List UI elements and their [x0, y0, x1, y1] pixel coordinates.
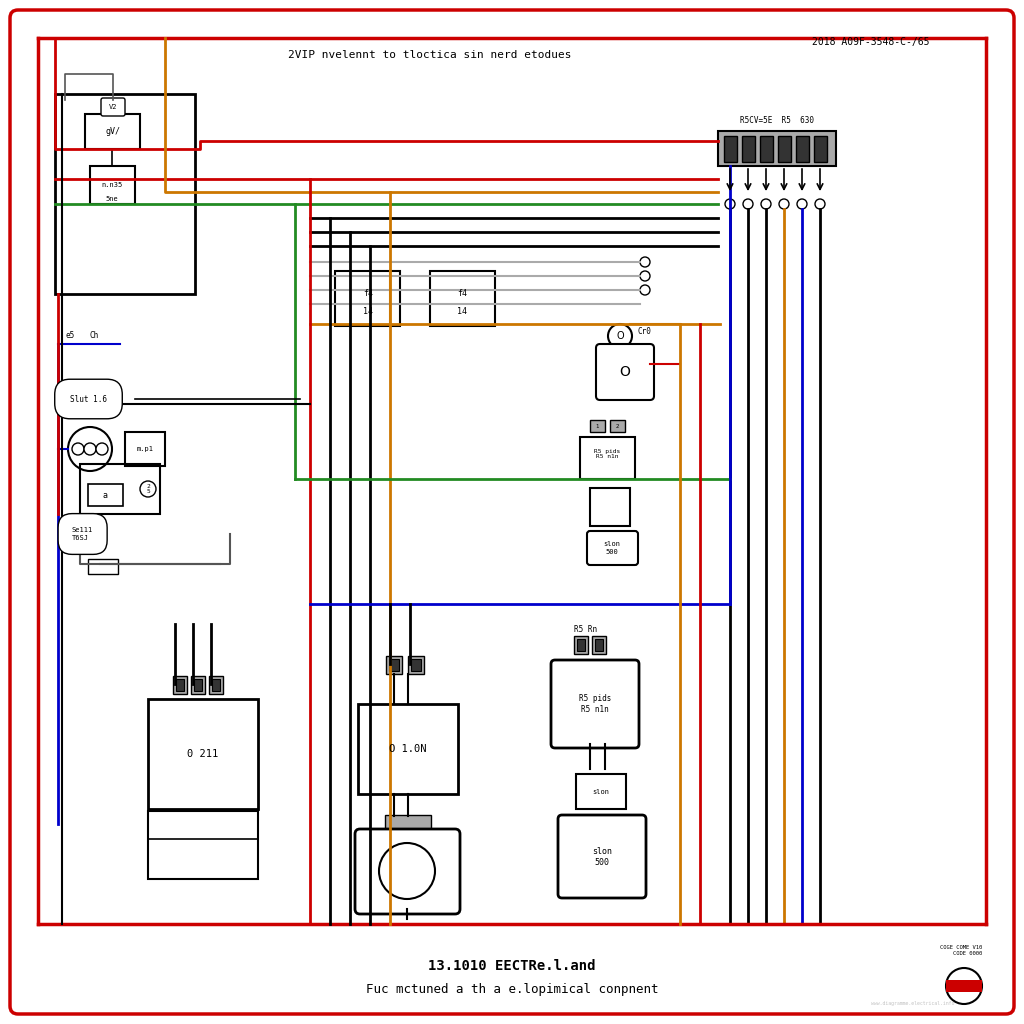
- Text: slon
500: slon 500: [603, 542, 621, 555]
- Circle shape: [72, 443, 84, 455]
- Circle shape: [68, 427, 112, 471]
- Circle shape: [96, 443, 108, 455]
- Bar: [125, 432, 165, 466]
- Text: m.p1: m.p1: [136, 446, 154, 452]
- Circle shape: [140, 481, 156, 497]
- Bar: [148, 811, 258, 879]
- Text: Cr0: Cr0: [638, 328, 652, 337]
- Text: slon
500: slon 500: [592, 847, 612, 866]
- Circle shape: [797, 199, 807, 209]
- Bar: [814, 136, 827, 162]
- Bar: [55, 94, 195, 294]
- Text: 1: 1: [595, 424, 599, 428]
- Text: 2VIP nvelennt to tloctica sin nerd etodues: 2VIP nvelennt to tloctica sin nerd etodu…: [289, 50, 571, 60]
- Circle shape: [640, 257, 650, 267]
- Circle shape: [761, 199, 771, 209]
- Bar: [173, 676, 187, 694]
- Circle shape: [84, 443, 96, 455]
- Bar: [742, 136, 755, 162]
- Text: O 1.0N: O 1.0N: [389, 744, 427, 754]
- Bar: [148, 699, 258, 809]
- Bar: [595, 639, 603, 651]
- Text: 14: 14: [362, 307, 373, 316]
- Bar: [946, 980, 982, 992]
- Circle shape: [779, 199, 790, 209]
- Bar: [389, 659, 399, 671]
- Circle shape: [815, 199, 825, 209]
- FancyBboxPatch shape: [101, 98, 125, 116]
- Text: n.n35: n.n35: [101, 182, 123, 188]
- Text: f4: f4: [362, 290, 373, 299]
- Text: 0 211: 0 211: [187, 749, 219, 759]
- Bar: [411, 659, 421, 671]
- Bar: [778, 136, 791, 162]
- Bar: [191, 676, 205, 694]
- Text: R5CV=5E  R5  630: R5CV=5E R5 630: [740, 116, 814, 125]
- Text: 2
5: 2 5: [146, 483, 150, 495]
- Bar: [610, 420, 625, 432]
- FancyBboxPatch shape: [558, 815, 646, 898]
- Bar: [430, 271, 495, 326]
- Text: gV/: gV/: [105, 127, 120, 136]
- Text: Se111
T6SJ: Se111 T6SJ: [72, 527, 93, 541]
- Bar: [176, 679, 184, 691]
- Bar: [718, 131, 836, 166]
- Bar: [575, 774, 626, 809]
- Bar: [577, 639, 585, 651]
- Bar: [85, 114, 140, 150]
- Bar: [592, 636, 606, 654]
- Text: 5ne: 5ne: [105, 196, 119, 202]
- Bar: [574, 636, 588, 654]
- Text: O: O: [620, 365, 631, 379]
- Text: www.diagramme.electrical.info: www.diagramme.electrical.info: [870, 1001, 954, 1006]
- Bar: [212, 679, 220, 691]
- Text: R5 pids
R5 n1n: R5 pids R5 n1n: [594, 449, 621, 460]
- Bar: [88, 484, 123, 506]
- Bar: [385, 815, 431, 829]
- Text: e5: e5: [65, 332, 75, 341]
- Bar: [724, 136, 737, 162]
- Bar: [796, 136, 809, 162]
- Text: Fuc mctuned a th a e.lopimical conpnent: Fuc mctuned a th a e.lopimical conpnent: [366, 982, 658, 995]
- Text: f4: f4: [457, 290, 467, 299]
- Text: Slut 1.6: Slut 1.6: [70, 394, 106, 403]
- Bar: [760, 136, 773, 162]
- Circle shape: [608, 324, 632, 348]
- Bar: [194, 679, 202, 691]
- Circle shape: [725, 199, 735, 209]
- Text: O: O: [616, 331, 624, 341]
- Text: 2018 A09F-3548-C-/65: 2018 A09F-3548-C-/65: [812, 37, 929, 47]
- Bar: [80, 464, 160, 514]
- Bar: [580, 437, 635, 479]
- Bar: [590, 488, 630, 526]
- FancyBboxPatch shape: [596, 344, 654, 400]
- Circle shape: [946, 968, 982, 1004]
- Bar: [90, 166, 135, 204]
- Circle shape: [640, 285, 650, 295]
- FancyBboxPatch shape: [551, 660, 639, 748]
- Text: V2: V2: [109, 104, 118, 110]
- Bar: [386, 656, 402, 674]
- Bar: [335, 271, 400, 326]
- Text: R5 Rn: R5 Rn: [574, 625, 597, 634]
- Text: 13.1010 EECTRe.l.and: 13.1010 EECTRe.l.and: [428, 959, 596, 973]
- FancyBboxPatch shape: [355, 829, 460, 914]
- Text: Ch: Ch: [90, 332, 99, 341]
- Bar: [209, 676, 223, 694]
- Bar: [358, 705, 458, 794]
- Bar: [590, 420, 605, 432]
- Circle shape: [640, 271, 650, 281]
- Circle shape: [379, 843, 435, 899]
- Text: slon: slon: [593, 790, 609, 795]
- Bar: [408, 656, 424, 674]
- Text: a: a: [102, 490, 108, 500]
- Bar: [88, 559, 118, 574]
- Text: 2: 2: [615, 424, 618, 428]
- Text: COGE COME V10
CODE 0000: COGE COME V10 CODE 0000: [940, 945, 982, 956]
- Text: 14: 14: [457, 307, 467, 316]
- FancyBboxPatch shape: [587, 531, 638, 565]
- Text: R5 pids
R5 n1n: R5 pids R5 n1n: [579, 694, 611, 714]
- Circle shape: [743, 199, 753, 209]
